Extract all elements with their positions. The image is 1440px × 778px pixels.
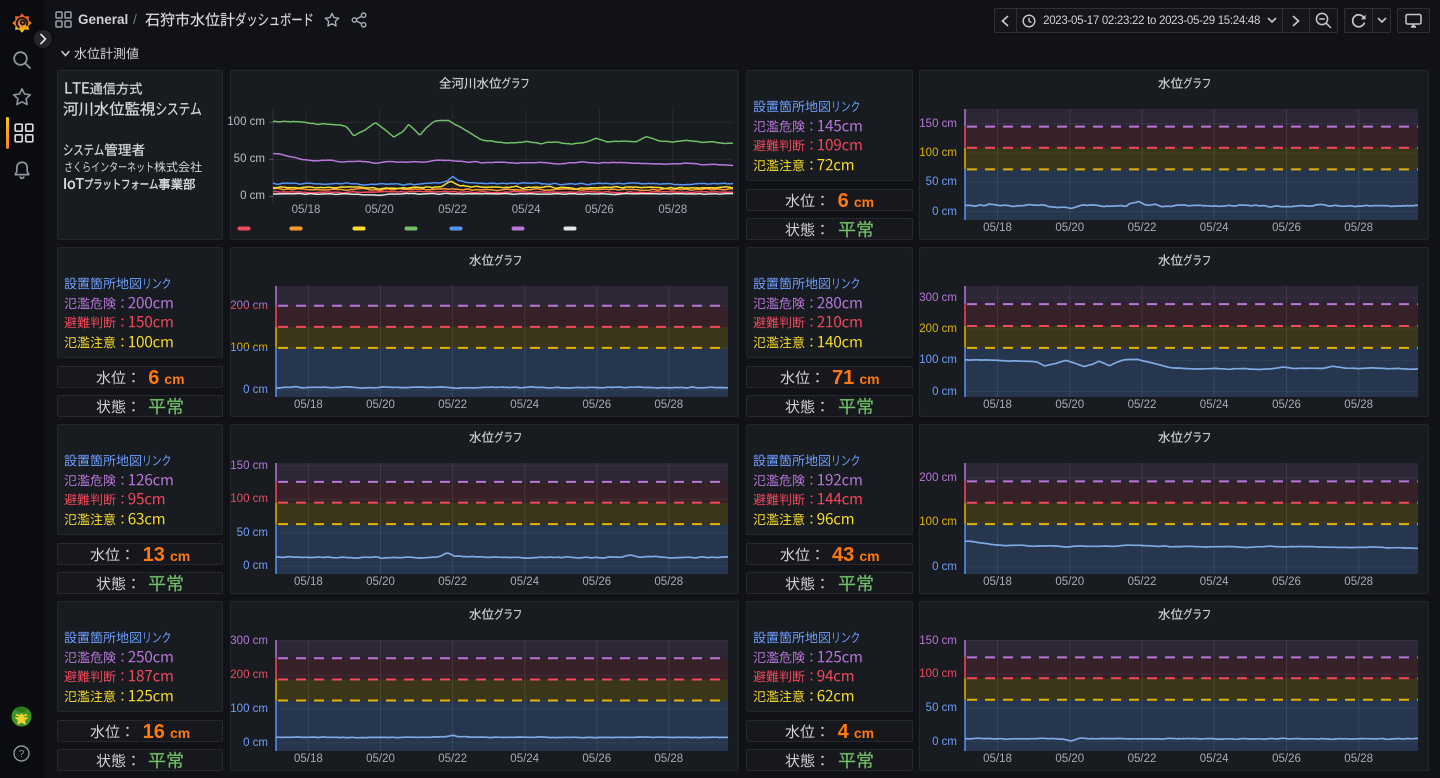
svg-text:?: ?	[19, 749, 25, 760]
